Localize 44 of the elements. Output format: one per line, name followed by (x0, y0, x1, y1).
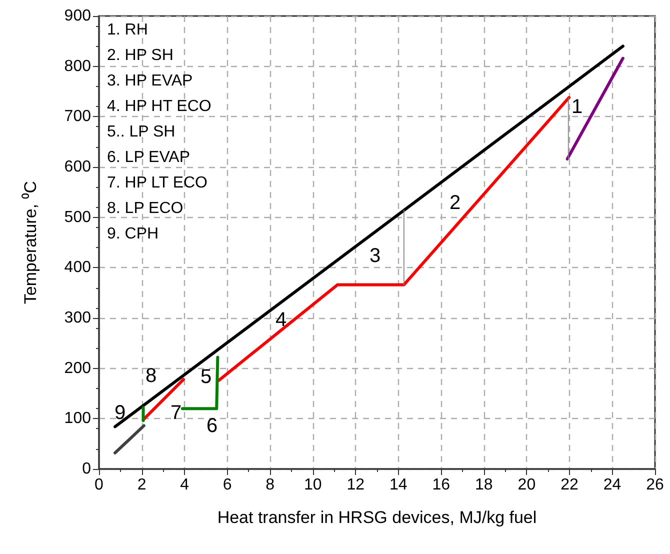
annotation: 8 (145, 365, 157, 387)
annotation: 5 (200, 366, 212, 388)
y-tick-label: 400 (64, 259, 92, 276)
x-tick-label: 12 (346, 476, 365, 494)
x-tick-label: 10 (304, 476, 322, 494)
x-tick-label: 2 (137, 476, 146, 494)
annotation: 4. HP HT ECO (107, 98, 212, 115)
annotation: 8. LP ECO (107, 200, 184, 217)
x-tick-label: 6 (222, 476, 232, 494)
annotation: 2 (449, 192, 461, 214)
annotation: 9. CPH (107, 226, 159, 242)
y-tick-label: 900 (64, 8, 92, 24)
annotation: 3 (369, 245, 381, 267)
annotation: 1 (571, 96, 583, 118)
y-tick-label: 200 (64, 360, 92, 377)
y-tick-label: 0 (82, 460, 92, 478)
annotation: 3. HP EVAP (107, 72, 193, 90)
y-tick-label: 300 (64, 310, 92, 326)
annotation: 1. RH (107, 22, 148, 38)
annotation: 4 (275, 309, 287, 331)
x-tick-label: 16 (432, 476, 450, 494)
x-tick-label: 18 (475, 476, 493, 494)
x-tick-label: 14 (389, 476, 408, 494)
annotation: 5.. LP SH (107, 124, 176, 140)
annotation: 7 (170, 402, 182, 424)
annotation: 6. LP EVAP (107, 149, 190, 166)
annotation: 7. HP LT ECO (107, 174, 208, 192)
annotation: 6 (206, 415, 218, 437)
y-tick-label: 100 (64, 410, 92, 428)
annotation: 2. HP SH (107, 47, 174, 64)
y-tick-label: 800 (64, 58, 92, 75)
x-tick-label: 4 (180, 476, 190, 494)
x-axis-title: Heat transfer in HRSG devices, MJ/kg fuel (217, 508, 537, 527)
x-tick-label: 8 (266, 476, 275, 494)
x-tick-label: 24 (603, 476, 622, 494)
x-tick-label: 20 (518, 476, 536, 494)
y-axis-title: Temperature, ⁰C (21, 180, 40, 304)
x-tick-label: 26 (646, 476, 664, 494)
x-tick-label: 0 (94, 476, 104, 494)
y-tick-label: 700 (64, 108, 92, 126)
annotation: 9 (114, 402, 126, 424)
y-tick-label: 600 (64, 158, 92, 176)
x-tick-label: 22 (560, 476, 578, 494)
y-tick-label: 500 (64, 208, 92, 226)
